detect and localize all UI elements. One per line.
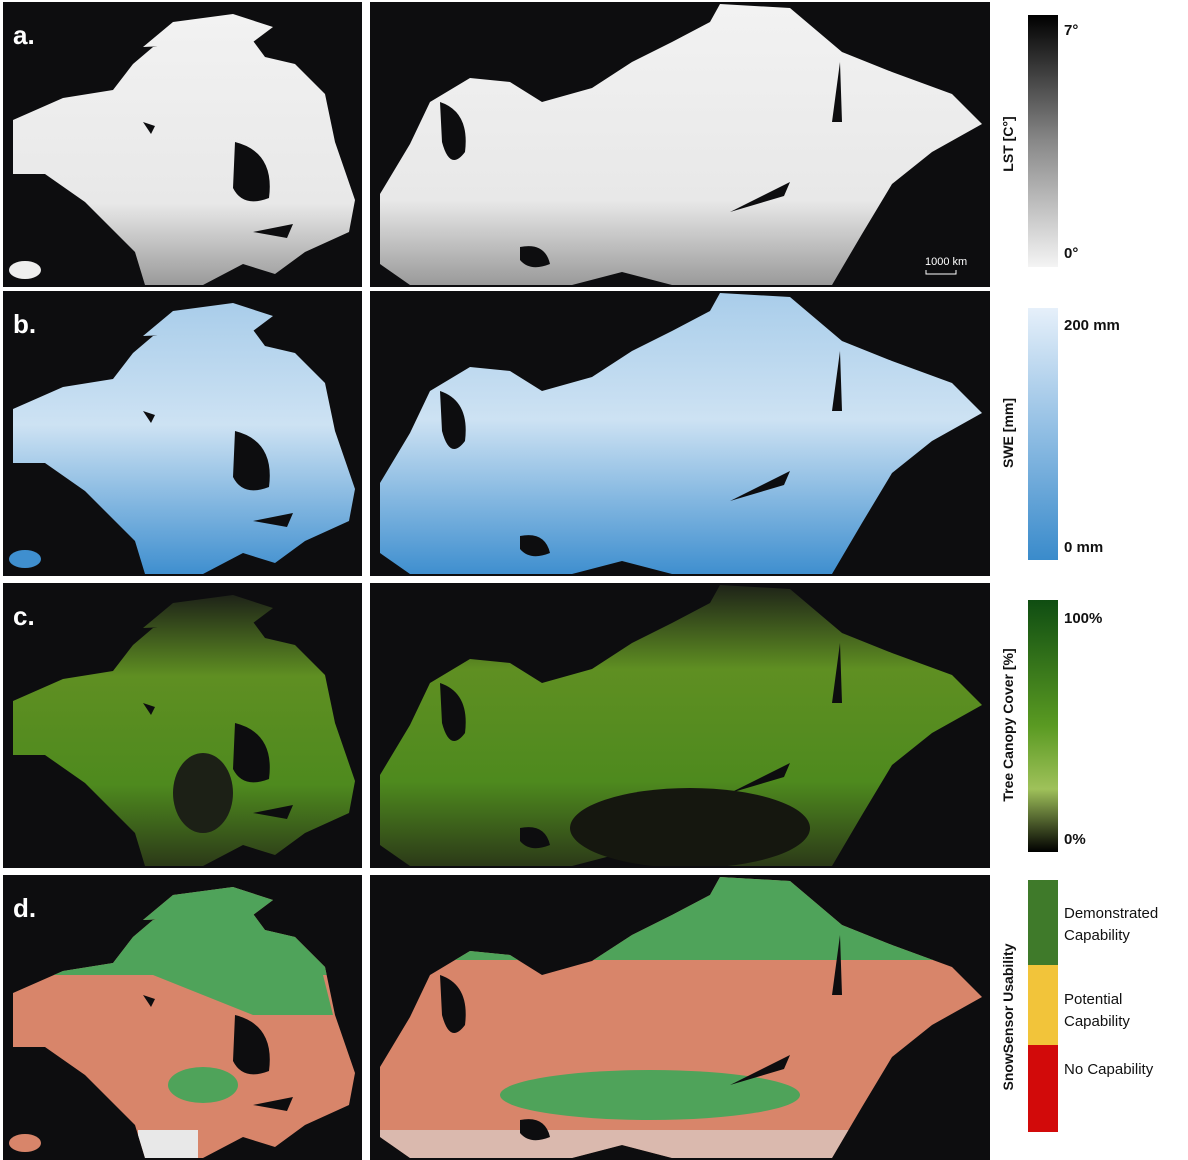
- map: [370, 583, 990, 866]
- legend-swatch: [1028, 1045, 1058, 1132]
- scale-bar-label: 1000 km: [925, 256, 967, 268]
- panel-c: c. Tree Canopy Cover [%] 100% 0%: [0, 583, 1188, 868]
- map: [3, 583, 362, 866]
- panel-b: b. SWE [mm] 200 mm 0 mm: [0, 291, 1188, 576]
- colorbar: [1028, 308, 1058, 560]
- map-north-america: c.: [3, 583, 362, 868]
- map-north-america: a.: [3, 2, 362, 287]
- map: [370, 875, 990, 1158]
- map: [370, 2, 990, 285]
- colorbar-tick: 100%: [1064, 610, 1102, 627]
- panel-label: a.: [13, 20, 35, 51]
- map-eurasia: [370, 291, 990, 576]
- legend-entry: Potential Capability: [1064, 989, 1182, 1033]
- colorbar-tick: 7°: [1064, 22, 1078, 39]
- colorbar-title-text: Tree Canopy Cover [%]: [1000, 648, 1016, 801]
- colorbar: [1028, 600, 1058, 852]
- colorbar-title-text: SWE [mm]: [1000, 398, 1016, 468]
- map-eurasia: 1000 km: [370, 2, 990, 287]
- colorbar-tick: 0%: [1064, 831, 1086, 848]
- map-eurasia: [370, 583, 990, 868]
- panel-label: c.: [13, 601, 35, 632]
- legend-swatch: [1028, 965, 1058, 1045]
- panel-a: a. 1000 km LST [C°] 7° 0°: [0, 2, 1188, 287]
- map-north-america: b.: [3, 291, 362, 576]
- map: [3, 291, 362, 574]
- colorbar-title-text: LST [C°]: [1000, 116, 1016, 171]
- map: [3, 875, 362, 1158]
- panel-label: b.: [13, 309, 36, 340]
- legend-entry: No Capability: [1064, 1059, 1182, 1081]
- page: {"panels":[ {"label":"a.","title":"LST […: [0, 0, 1188, 1160]
- legend-swatch: [1028, 880, 1058, 965]
- legend-title-text: SnowSensor Usability: [1000, 943, 1016, 1090]
- map-north-america: d.: [3, 875, 362, 1160]
- map-eurasia: [370, 875, 990, 1160]
- panel-d: d. SnowSensor Usability Demonstrated Cap…: [0, 875, 1188, 1160]
- panel-label: d.: [13, 893, 36, 924]
- colorbar: [1028, 15, 1058, 267]
- colorbar-tick: 200 mm: [1064, 317, 1120, 334]
- colorbar-tick: 0 mm: [1064, 539, 1103, 556]
- map: [3, 2, 362, 285]
- legend-entry: Demonstrated Capability: [1064, 903, 1182, 947]
- colorbar-tick: 0°: [1064, 245, 1078, 262]
- map: [370, 291, 990, 574]
